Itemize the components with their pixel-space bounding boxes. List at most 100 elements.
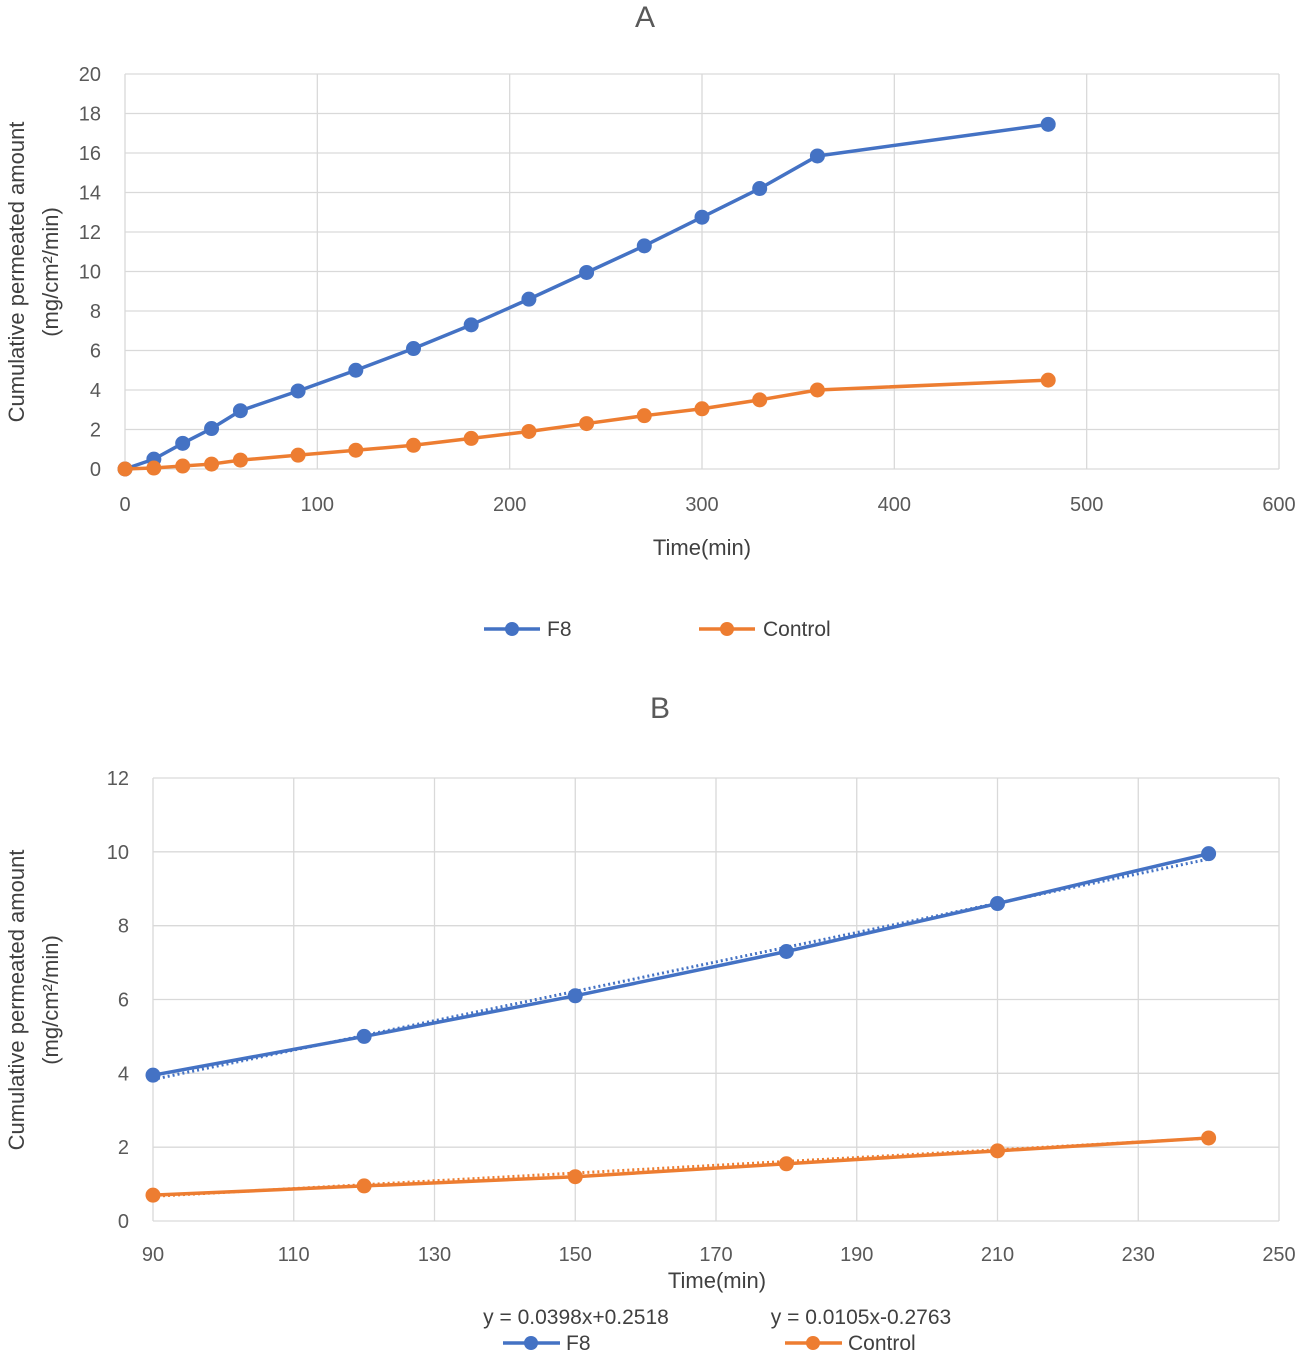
data-point-control — [463, 430, 479, 446]
series-line-f8 — [124, 122, 1049, 471]
data-point-control — [1201, 1130, 1217, 1146]
legend-control-marker — [720, 622, 734, 636]
data-point-control — [1040, 372, 1056, 388]
data-point-control — [117, 461, 133, 477]
data-point-f8 — [145, 1067, 161, 1083]
chart-b-y-axis-title-line1: Cumulative permeated amount — [4, 850, 29, 1151]
chart-a-y-axis-title-line1: Cumulative permeated amount — [4, 122, 29, 423]
chart-b-y-axis-title-line2: (mg/cm²/min) — [38, 935, 63, 1065]
data-point-f8 — [348, 362, 364, 378]
data-point-control — [752, 392, 768, 408]
data-point-control — [145, 1187, 161, 1203]
data-point-f8 — [406, 341, 421, 357]
data-point-f8 — [778, 944, 794, 960]
y-tick-label: 20 — [79, 64, 101, 86]
chart-b-gridlines — [152, 777, 1280, 1222]
chart-b-legend: F8 Control — [503, 1332, 916, 1355]
data-point-f8 — [694, 209, 710, 225]
y-tick-label: 2 — [90, 420, 101, 442]
data-point-f8 — [1201, 846, 1217, 862]
y-tick-label: 6 — [118, 990, 129, 1012]
data-point-control — [232, 452, 248, 468]
legend-control-marker — [806, 1336, 820, 1350]
y-tick-label: 0 — [90, 459, 101, 481]
x-tick-label: 190 — [840, 1244, 873, 1266]
data-point-control — [778, 1156, 794, 1172]
x-tick-label: 400 — [878, 494, 911, 516]
data-point-control — [146, 460, 162, 476]
data-point-f8 — [809, 148, 825, 164]
x-tick-label: 100 — [301, 494, 334, 516]
y-tick-label: 8 — [118, 916, 129, 938]
data-point-control — [204, 456, 220, 472]
chart-b-y-tick-labels: 0 2 4 6 8 10 12 — [107, 768, 129, 1233]
chart-a-legend-f8: F8 — [547, 618, 572, 641]
series-line-control — [152, 1136, 1209, 1197]
y-tick-label: 12 — [107, 768, 129, 790]
data-point-control — [809, 382, 825, 398]
data-point-f8 — [752, 181, 768, 197]
data-point-f8 — [204, 421, 220, 437]
chart-b-equation-control: y = 0.0105x-0.2763 — [771, 1306, 951, 1329]
y-tick-label: 10 — [79, 262, 101, 284]
data-point-f8 — [1040, 116, 1056, 132]
y-tick-label: 12 — [79, 222, 101, 244]
series-line-f8 — [152, 851, 1210, 1077]
data-point-control — [521, 423, 537, 439]
data-point-f8 — [175, 435, 191, 451]
x-tick-label: 250 — [1262, 1244, 1295, 1266]
y-tick-label: 6 — [90, 341, 101, 363]
chart-a-y-tick-labels: 0 2 4 6 8 10 12 14 16 18 20 — [79, 64, 101, 481]
legend-f8-marker — [505, 622, 519, 636]
x-tick-label: 600 — [1262, 494, 1295, 516]
x-tick-label: 170 — [699, 1244, 732, 1266]
data-point-f8 — [579, 264, 595, 280]
data-point-control — [406, 437, 421, 453]
x-tick-label: 300 — [685, 494, 718, 516]
x-tick-label: 90 — [142, 1244, 164, 1266]
chart-b-title: B — [650, 692, 670, 725]
chart-a-x-axis-title: Time(min) — [653, 535, 751, 560]
chart-b-series — [145, 846, 1217, 1203]
chart-a-legend: F8 Control — [484, 618, 831, 641]
y-tick-label: 4 — [90, 380, 101, 402]
data-point-control — [567, 1169, 583, 1185]
chart-a-gridlines — [124, 73, 1280, 470]
data-point-control — [356, 1178, 372, 1194]
data-point-control — [694, 401, 710, 417]
data-point-control — [579, 416, 595, 432]
x-tick-label: 150 — [559, 1244, 592, 1266]
data-point-control — [636, 408, 652, 424]
y-tick-label: 18 — [79, 104, 101, 126]
data-point-f8 — [290, 383, 306, 399]
data-point-control — [990, 1143, 1005, 1159]
x-tick-label: 0 — [119, 494, 130, 516]
x-tick-label: 210 — [981, 1244, 1014, 1266]
x-tick-label: 500 — [1070, 494, 1103, 516]
x-tick-label: 200 — [493, 494, 526, 516]
chart-b-x-tick-labels: 90 110 130 150 170 190 210 230 250 — [142, 1244, 1296, 1266]
chart-a-legend-control: Control — [763, 618, 831, 641]
chart-a-x-tick-labels: 0 100 200 300 400 500 600 — [119, 494, 1295, 516]
y-tick-label: 8 — [90, 301, 101, 323]
chart-b: B 0 2 4 6 8 10 12 90 110 130 150 170 190 210 230 250 T… — [4, 692, 1296, 1355]
data-point-f8 — [567, 988, 583, 1004]
y-tick-label: 2 — [118, 1137, 129, 1159]
chart-b-equation-f8: y = 0.0398x+0.2518 — [483, 1306, 669, 1329]
data-point-f8 — [463, 317, 479, 333]
x-tick-label: 130 — [418, 1244, 451, 1266]
chart-a-title: A — [635, 1, 655, 34]
data-point-f8 — [990, 896, 1005, 912]
y-tick-label: 14 — [79, 183, 101, 205]
chart-b-legend-control: Control — [848, 1332, 916, 1352]
data-point-f8 — [356, 1028, 372, 1044]
x-tick-label: 110 — [278, 1244, 310, 1266]
chart-a-series — [117, 116, 1056, 477]
data-point-control — [175, 458, 191, 474]
data-point-f8 — [521, 291, 537, 307]
data-point-f8 — [232, 403, 248, 419]
y-tick-label: 4 — [118, 1063, 129, 1085]
data-point-f8 — [636, 238, 652, 254]
